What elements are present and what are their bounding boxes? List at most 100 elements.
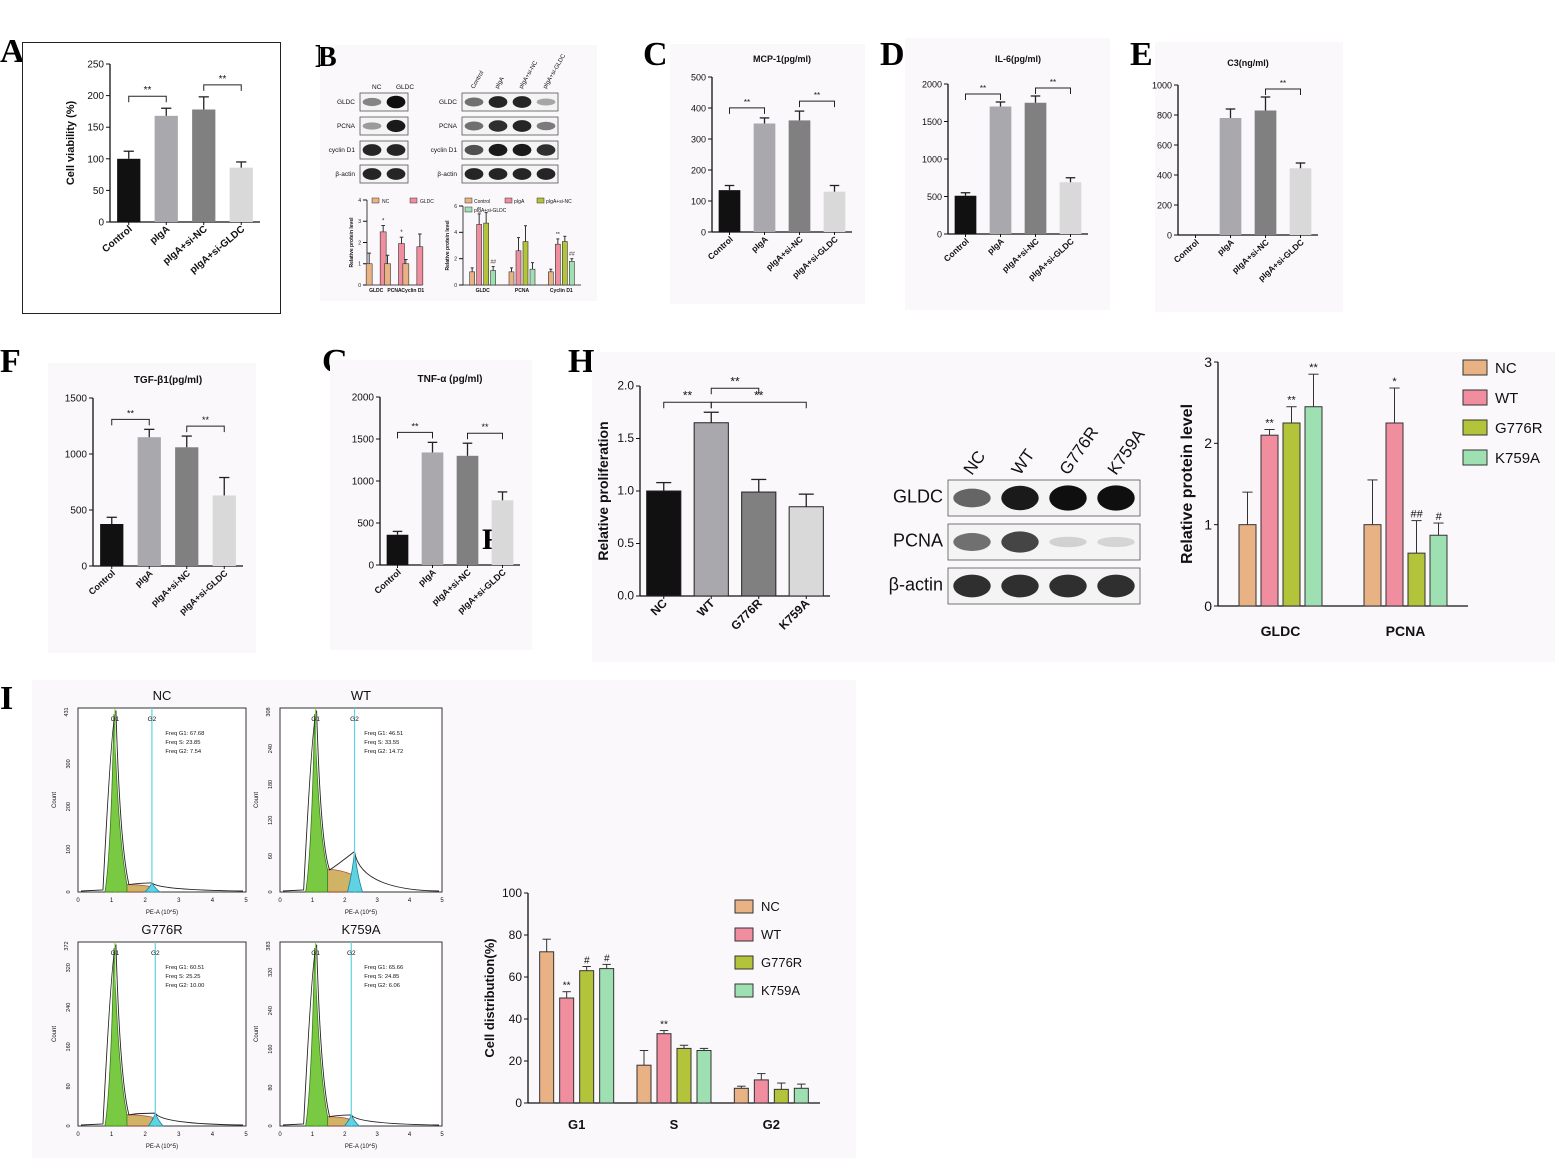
y-tick-label: 2 [358, 240, 361, 246]
y-tick-label: 100 [502, 886, 522, 900]
significance-mark: * [1392, 376, 1397, 388]
y-tick-label: 1000 [65, 450, 88, 461]
bar [788, 506, 824, 597]
histogram-ytick: 160 [268, 1045, 274, 1054]
significance-mark: ** [477, 207, 481, 213]
legend-label: K759A [761, 983, 800, 998]
significance-bracket [729, 107, 765, 114]
histogram-xlabel: PE-A (10^5) [345, 1144, 377, 1150]
bar [192, 109, 216, 222]
blot-band [386, 144, 406, 156]
histogram-ymax: 372 [64, 941, 70, 950]
x-tick-label: Control [942, 236, 971, 264]
x-tick-label: Control [372, 567, 402, 596]
legend-swatch [371, 197, 380, 204]
blot-band [1001, 485, 1039, 511]
blot-band [386, 119, 406, 133]
x-tick-label: pIgA [416, 567, 438, 588]
significance-label: ** [744, 98, 750, 107]
gate-label-g1: G1 [311, 950, 320, 957]
y-tick-label: 50 [93, 186, 105, 197]
histogram-stat: Freq G2: 7.54 [165, 749, 202, 755]
significance-mark: * [400, 230, 403, 236]
significance-mark: ## [569, 252, 575, 258]
bar-wt [1260, 434, 1279, 607]
histogram-xtick: 3 [376, 898, 380, 904]
bar-nc [1238, 524, 1257, 607]
histogram-xtick: 3 [177, 1132, 181, 1138]
y-tick-label: 0 [98, 218, 104, 229]
chart-h2: 0 1 2 3 Relative protein level GLDC ** ** ** PCNA… [1179, 354, 1468, 639]
blot-band [464, 121, 484, 131]
blot-band [464, 97, 484, 107]
blot-row-label: GLDC [337, 99, 355, 106]
gate-label-g2: G2 [151, 950, 160, 957]
histogram-xtick: 5 [244, 1132, 248, 1138]
bar-k759a [1304, 406, 1323, 607]
y-tick-label: 500 [691, 73, 706, 83]
histogram-xlabel: PE-A (10^5) [146, 1144, 178, 1150]
bar [954, 195, 977, 234]
blot-band [464, 144, 484, 156]
blot-band [1049, 536, 1087, 548]
bar-nc [384, 263, 391, 286]
y-tick-label: 100 [87, 154, 104, 165]
significance-bracket [111, 418, 150, 426]
lane-label: WT [1008, 446, 1039, 479]
blot-row-label: PCNA [439, 123, 458, 130]
histogram-stat: Freq G2: 10.00 [165, 983, 204, 989]
legend-label: WT [761, 927, 781, 942]
bar-piga [476, 224, 482, 286]
histogram-xtick: 2 [343, 898, 347, 904]
blot-row-label: PCNA [893, 530, 943, 550]
blot-band [1001, 574, 1039, 598]
histogram-xtick: 4 [408, 1132, 412, 1138]
blot-band [464, 168, 484, 180]
bar-nc [539, 951, 555, 1104]
histogram-outline [282, 944, 440, 1126]
bar-g776r [579, 970, 595, 1104]
histogram-stat: Freq G2: 6.06 [364, 983, 400, 989]
blot-strip [461, 92, 559, 112]
x-tick-label: NC [648, 596, 670, 618]
histogram-ytick: 160 [66, 1042, 72, 1051]
x-tick-label: Control [87, 568, 117, 597]
chart-title: TNF-α (pg/ml) [417, 374, 482, 385]
lane-label: pIgA [495, 76, 506, 90]
y-tick-label: 0 [1167, 231, 1172, 241]
histogram-ytick: 80 [268, 1085, 274, 1091]
bar-gldc [416, 246, 424, 286]
y-tick-label: 0.5 [617, 536, 634, 550]
histogram-frame [77, 707, 247, 893]
panel-letter-h: H [568, 343, 595, 380]
histogram-g1-peak [104, 947, 128, 1127]
bar-g776r [676, 1047, 692, 1104]
legend-label: NC [761, 899, 780, 914]
histogram-ymax: 308 [266, 707, 272, 716]
bar-k759a [599, 968, 615, 1104]
bar [154, 115, 178, 222]
x-category-label: PCNA [515, 288, 530, 294]
y-tick-label: 1500 [65, 394, 88, 405]
blot-row-label: PCNA [337, 123, 356, 130]
blot-band [536, 144, 556, 156]
y-tick-label: 0.0 [617, 589, 634, 603]
histogram-g1-peak [104, 713, 128, 893]
bar-wt [753, 1079, 769, 1104]
x-category-label: G2 [763, 1117, 780, 1132]
histogram-frame [279, 707, 443, 893]
histogram-ytick: 180 [268, 780, 274, 789]
gate-label-g1: G1 [111, 950, 120, 957]
bar [100, 524, 124, 566]
histogram-xtick: 5 [440, 1132, 444, 1138]
legend-h2: NC WT G776R K759A [1462, 359, 1543, 467]
histogram-xtick: 4 [211, 1132, 215, 1138]
legend-label: K759A [1495, 450, 1540, 467]
significance-mark: ## [490, 260, 496, 266]
bar [718, 190, 741, 232]
chart-g: 0 500 1000 1500 2000 TNF-α (pg/ml) Control pIgA… [352, 374, 520, 615]
y-tick-label: 1.5 [617, 431, 634, 445]
western-blot-h: NC WT G776R K759A GLDC PCNA β-actin [889, 423, 1149, 605]
lane-label: Control [471, 70, 486, 90]
